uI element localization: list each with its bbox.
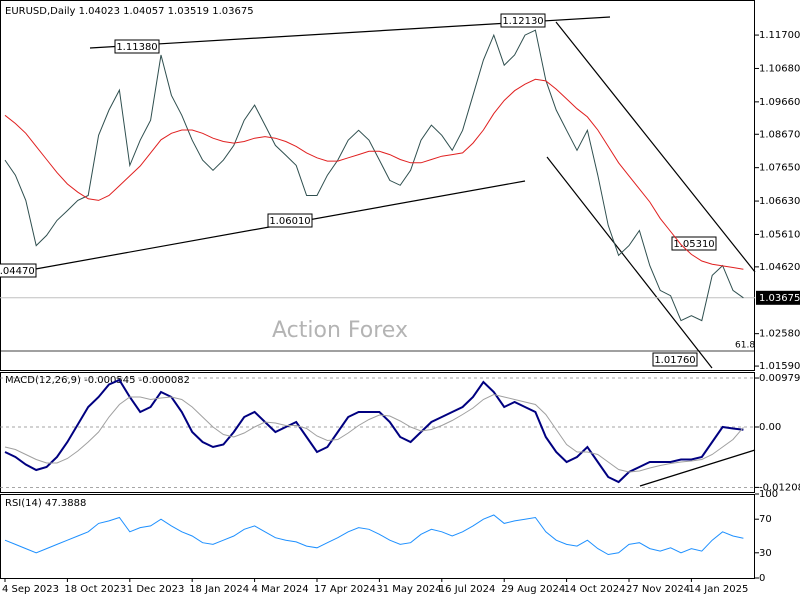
annotation: 1.05310 xyxy=(671,236,717,251)
y-tick-label: 1.11700 xyxy=(759,30,800,41)
price-panel xyxy=(0,0,755,371)
x-tick-label: 27 Nov 2024 xyxy=(626,584,690,595)
annotation: 1.11380 xyxy=(114,39,160,54)
y-tick-label: 1.06630 xyxy=(759,196,800,207)
x-tick-label: 4 Sep 2023 xyxy=(2,584,59,595)
last-price-label: 1.03675 xyxy=(759,293,800,304)
x-tick-label: 17 Apr 2024 xyxy=(314,584,376,595)
y-tick-label: 100 xyxy=(759,489,778,500)
y-tick-label: 1.09660 xyxy=(759,97,800,108)
series-line xyxy=(4,514,744,556)
rsi-panel xyxy=(0,494,755,579)
annotation: 1.01760 xyxy=(652,352,698,367)
x-tick-label: 14 Jan 2025 xyxy=(688,584,748,595)
annotation: 1.06010 xyxy=(267,213,313,228)
y-tick-label: 70 xyxy=(759,514,772,525)
macd-panel xyxy=(0,372,755,493)
last-price-box xyxy=(756,290,800,305)
fib-label: 61.8 xyxy=(735,341,755,351)
series-line xyxy=(4,378,744,484)
y-tick-label: 30 xyxy=(759,548,772,559)
x-tick-label: 31 May 2024 xyxy=(376,584,441,595)
y-tick-label: 0.009795 xyxy=(759,373,800,384)
annotation: 1.04470 xyxy=(0,263,37,278)
x-tick-label: 14 Oct 2024 xyxy=(564,584,626,595)
annotation-label: 1.11380 xyxy=(116,42,157,53)
annotation: 1.12130 xyxy=(500,13,546,28)
x-tick-label: 29 Aug 2024 xyxy=(501,584,565,595)
y-tick-label: 1.08670 xyxy=(759,129,800,140)
series-line xyxy=(4,29,744,322)
price-title: EURUSD,Daily 1.04023 1.04057 1.03519 1.0… xyxy=(5,6,254,17)
series-line xyxy=(4,78,744,270)
macd-trend-line xyxy=(639,449,756,487)
annotation-label: 1.01760 xyxy=(654,355,695,366)
rsi-title: RSI(14) 47.3888 xyxy=(5,498,86,509)
y-tick-label: 1.02580 xyxy=(759,329,800,340)
watermark: Action Forex xyxy=(272,318,408,343)
y-tick-label: 1.01590 xyxy=(759,361,800,372)
series-line xyxy=(4,393,744,473)
y-tick-label: -0.012081 xyxy=(759,482,800,493)
annotation-label: 1.04470 xyxy=(0,266,35,277)
y-tick-label: 0.00 xyxy=(759,422,781,433)
y-tick-label: 1.05610 xyxy=(759,229,800,240)
x-tick-label: 18 Jan 2024 xyxy=(189,584,249,595)
macd-title: MACD(12,26,9) -0.000545 -0.000082 xyxy=(5,375,190,386)
annotation-label: 1.12130 xyxy=(502,16,543,27)
channel-line xyxy=(555,21,756,273)
annotation-label: 1.06010 xyxy=(269,216,310,227)
y-tick-label: 1.07650 xyxy=(759,163,800,174)
y-tick-label: 1.04620 xyxy=(759,262,800,273)
y-tick-label: 1.10680 xyxy=(759,63,800,74)
y-tick-label: 0 xyxy=(759,573,765,584)
x-tick-label: 16 Jul 2024 xyxy=(439,584,496,595)
x-tick-label: 4 Mar 2024 xyxy=(252,584,309,595)
annotation-label: 1.05310 xyxy=(673,239,714,250)
x-tick-label: 1 Dec 2023 xyxy=(127,584,185,595)
x-tick-label: 18 Oct 2023 xyxy=(64,584,126,595)
channel-line xyxy=(546,156,713,369)
